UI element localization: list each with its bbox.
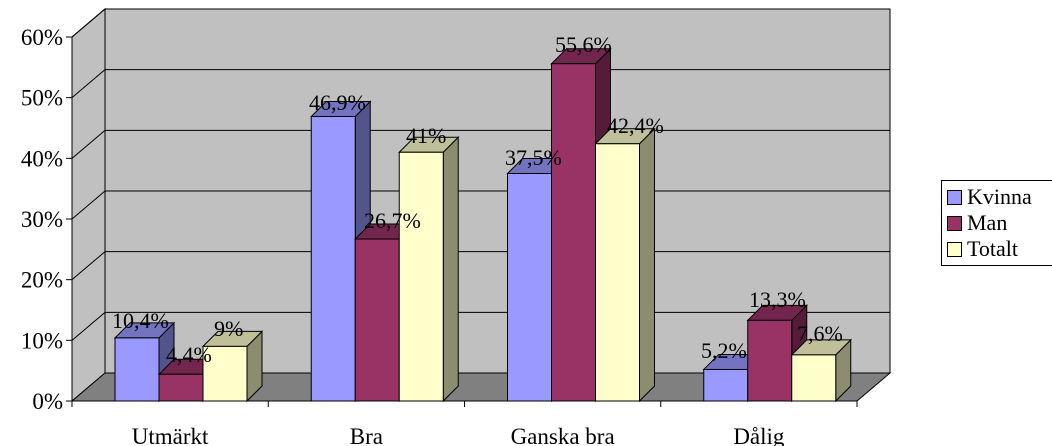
- bar: [703, 368, 749, 402]
- bar: [747, 319, 793, 402]
- data-label: 41%: [406, 123, 446, 148]
- legend-label-man: Man: [967, 210, 1008, 235]
- legend-item-totalt: Totalt: [947, 236, 1052, 262]
- legend-swatch-totalt: [947, 241, 962, 257]
- bar-side: [639, 127, 655, 403]
- x-category-label: Ganska bra: [511, 424, 615, 446]
- x-category-label: Bra: [350, 424, 383, 446]
- data-label: 7,6%: [797, 321, 843, 346]
- data-label: 10,4%: [112, 308, 169, 333]
- y-tick-label: 20%: [21, 268, 63, 293]
- legend-label-totalt: Totalt: [967, 236, 1019, 261]
- y-tick-label: 50%: [21, 86, 63, 111]
- data-label: 46,9%: [309, 90, 366, 115]
- data-label: 42,4%: [607, 113, 664, 138]
- data-label: 55,6%: [555, 32, 612, 57]
- x-category-label: Utmärkt: [132, 424, 209, 446]
- data-label: 4,4%: [166, 342, 212, 367]
- data-label: 9%: [214, 316, 243, 341]
- y-tick-label: 0%: [32, 389, 63, 414]
- bar: [398, 151, 444, 402]
- x-category-label: Dålig: [733, 424, 785, 446]
- legend: Kvinna Man Totalt: [941, 180, 1052, 266]
- bar: [791, 354, 837, 402]
- data-label: 26,7%: [364, 208, 421, 233]
- bar: [114, 337, 160, 402]
- legend-swatch-kvinna: [947, 189, 962, 205]
- legend-item-man: Man: [947, 210, 1052, 236]
- bar: [158, 373, 204, 402]
- gridline-side: [71, 251, 106, 281]
- y-tick-label: 40%: [21, 146, 63, 171]
- data-label: 5,2%: [701, 338, 747, 363]
- bar: [551, 63, 596, 402]
- data-label: 37,5%: [505, 145, 562, 170]
- bar: [595, 143, 640, 402]
- gridline-side: [71, 311, 106, 341]
- bar: [354, 238, 400, 402]
- data-label: 13,3%: [749, 287, 806, 312]
- gridline-side: [71, 8, 106, 38]
- gridline-side: [71, 190, 106, 220]
- y-tick-label: 60%: [21, 25, 63, 50]
- gridline-side: [71, 129, 106, 159]
- bar: [310, 115, 356, 402]
- gridline-side: [71, 69, 106, 99]
- bar: [202, 345, 248, 402]
- bar: [507, 173, 552, 402]
- legend-item-kvinna: Kvinna: [947, 184, 1052, 210]
- bar-side: [442, 136, 459, 403]
- y-tick-label: 10%: [21, 328, 63, 353]
- legend-label-kvinna: Kvinna: [967, 184, 1032, 209]
- legend-swatch-man: [947, 215, 962, 231]
- y-tick-label: 30%: [21, 207, 63, 232]
